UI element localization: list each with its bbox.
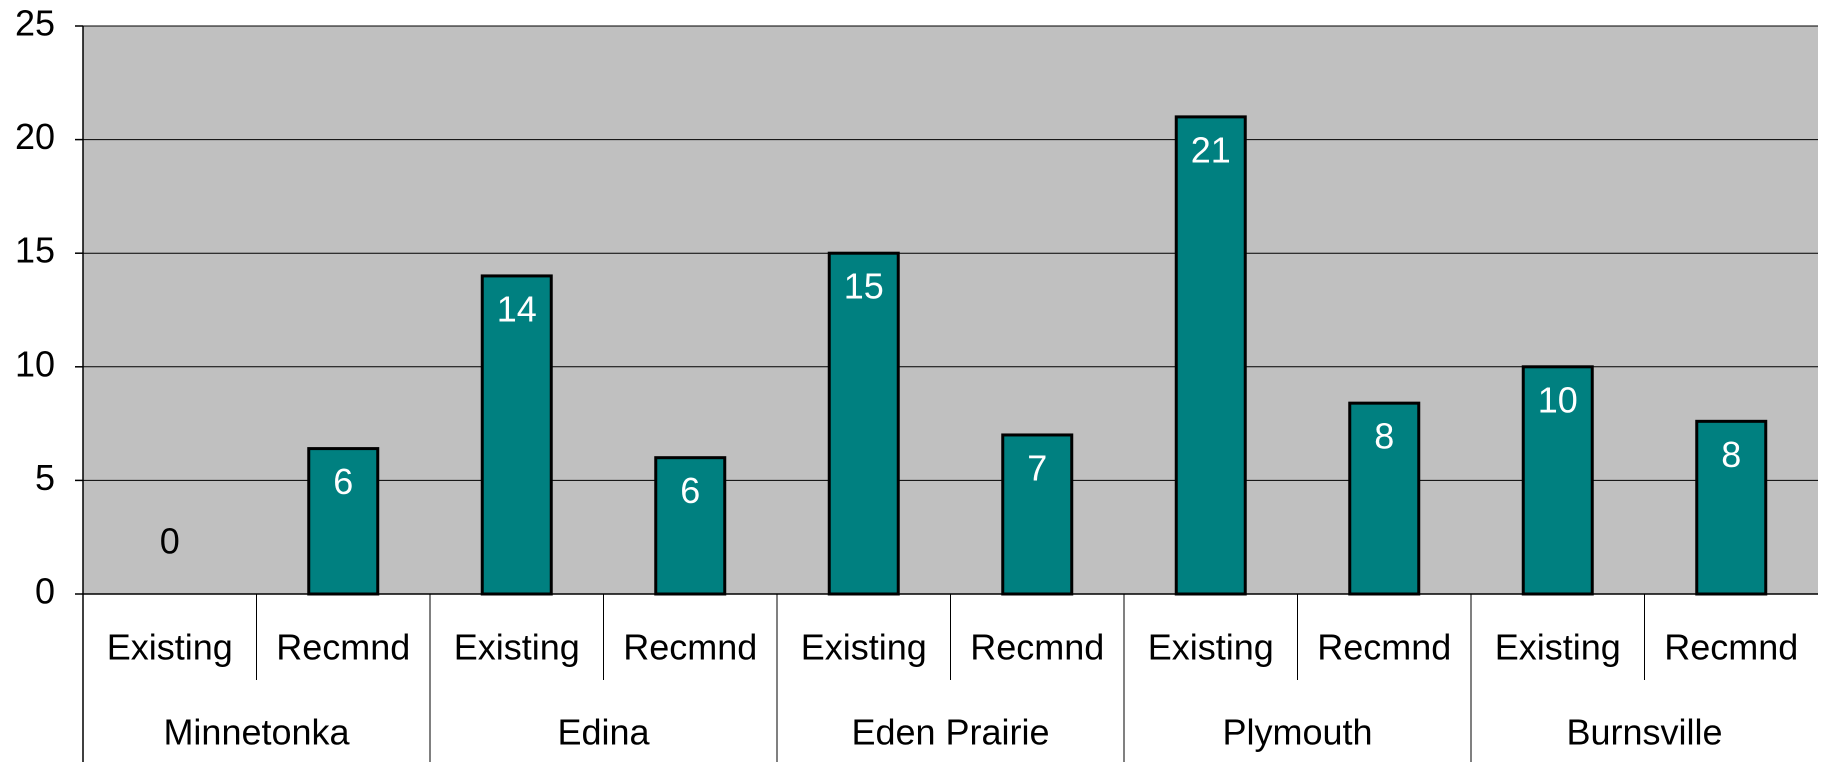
bar xyxy=(1695,419,1768,596)
data-label: 0 xyxy=(160,521,180,562)
data-label: 21 xyxy=(1191,129,1231,170)
y-tick-label: 15 xyxy=(15,230,55,271)
bar xyxy=(654,456,727,596)
data-label: 8 xyxy=(1374,416,1394,457)
y-tick-label: 25 xyxy=(15,3,55,44)
y-tick-label: 20 xyxy=(15,116,55,157)
x-tick-label: Recmnd xyxy=(1664,627,1798,668)
x-tick-label: Existing xyxy=(1495,627,1621,668)
group-label: Plymouth xyxy=(1222,712,1372,753)
x-tick-label: Recmnd xyxy=(1317,627,1451,668)
data-label: 7 xyxy=(1027,447,1047,488)
x-tick-label: Existing xyxy=(1148,627,1274,668)
group-label: Eden Prairie xyxy=(851,712,1049,753)
bar xyxy=(1521,365,1594,596)
x-tick-label: Recmnd xyxy=(623,627,757,668)
group-label: Minnetonka xyxy=(163,712,350,753)
x-tick-label: Recmnd xyxy=(970,627,1104,668)
data-label: 10 xyxy=(1538,379,1578,420)
data-label: 15 xyxy=(844,266,884,307)
y-tick-label: 5 xyxy=(35,457,55,498)
x-tick-label: Recmnd xyxy=(276,627,410,668)
data-label: 6 xyxy=(333,461,353,502)
x-tick-label: Existing xyxy=(107,627,233,668)
bar xyxy=(1348,401,1421,596)
bar xyxy=(1001,433,1074,596)
x-tick-label: Existing xyxy=(801,627,927,668)
bar xyxy=(827,251,900,596)
bar xyxy=(1174,115,1247,596)
y-tick-label: 10 xyxy=(15,343,55,384)
bar xyxy=(480,274,553,596)
y-tick-label: 0 xyxy=(35,571,55,612)
data-label: 14 xyxy=(497,288,537,329)
bar xyxy=(307,447,380,596)
group-label: Burnsville xyxy=(1566,712,1722,753)
x-tick-label: Existing xyxy=(454,627,580,668)
group-label: Edina xyxy=(557,712,650,753)
data-label: 6 xyxy=(680,470,700,511)
data-label: 8 xyxy=(1721,434,1741,475)
